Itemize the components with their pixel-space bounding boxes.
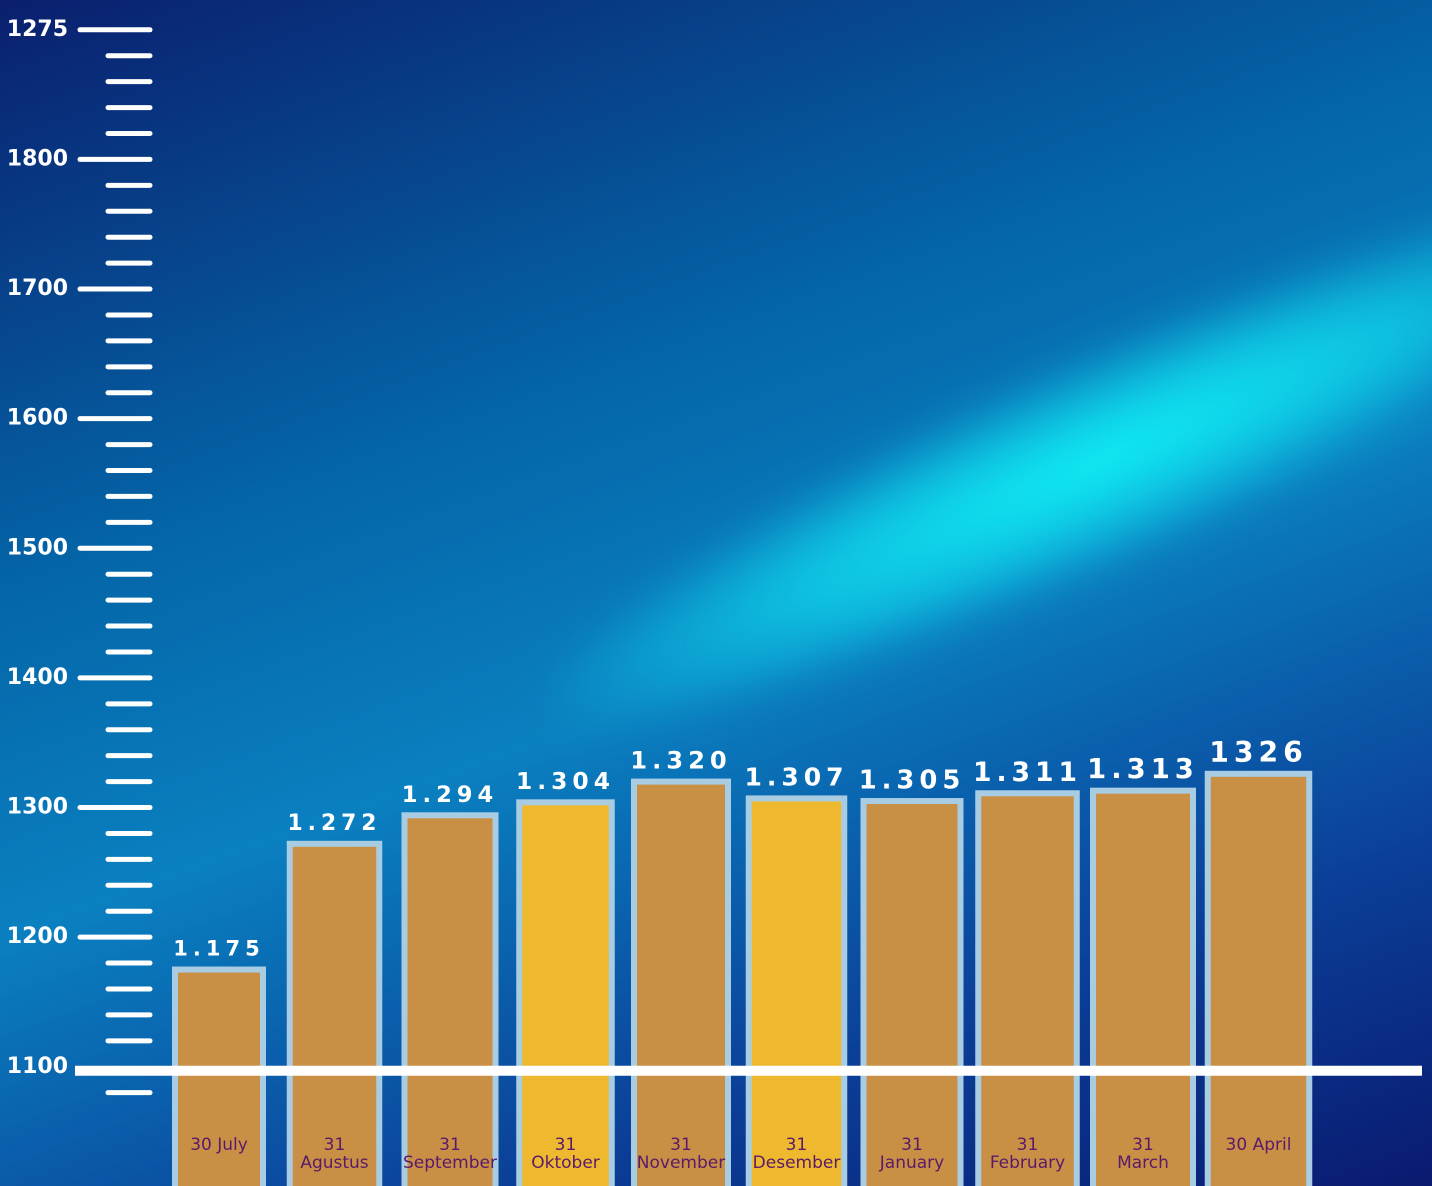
- y-tick-label: 1100: [7, 1054, 68, 1079]
- y-tick-label: 1400: [7, 665, 68, 690]
- y-tick-label: 1700: [7, 276, 68, 301]
- y-tick-label: 1500: [7, 535, 68, 560]
- x-tick-label: 31 Oktober: [531, 1135, 600, 1173]
- x-tick-label: 31 January: [879, 1135, 945, 1173]
- bar: [631, 778, 731, 1186]
- bar: [1204, 770, 1313, 1186]
- x-tick-label: 31 February: [989, 1135, 1066, 1173]
- bar: [516, 799, 615, 1186]
- y-tick-label: 1275: [7, 17, 68, 42]
- value-label: 1.311: [973, 757, 1082, 788]
- bar: [172, 966, 266, 1186]
- value-label: 1326: [1209, 736, 1307, 769]
- bar: [1090, 787, 1196, 1186]
- value-label: 1.313: [1087, 754, 1199, 785]
- x-tick-label: 31 November: [636, 1135, 726, 1173]
- x-tick-label: 31 September: [403, 1135, 497, 1173]
- bar: [860, 798, 964, 1186]
- y-tick-label: 1200: [7, 924, 68, 949]
- bar: [975, 790, 1080, 1186]
- value-label: 1.294: [402, 782, 498, 808]
- value-label: 1.320: [630, 747, 732, 775]
- value-label: 1.175: [173, 937, 264, 961]
- bar: [745, 795, 848, 1186]
- y-tick-label: 1600: [7, 406, 68, 431]
- value-label: 1.307: [744, 762, 848, 791]
- value-label: 1.304: [516, 767, 615, 795]
- value-label: 1.272: [288, 811, 382, 836]
- y-tick-label: 1300: [7, 795, 68, 820]
- x-tick-label: 31 Agustus: [300, 1135, 369, 1173]
- x-tick-label: 30 July: [190, 1135, 248, 1155]
- x-tick-label: 30 April: [1225, 1135, 1292, 1155]
- x-tick-label: 31 Desember: [752, 1135, 841, 1173]
- y-tick-label: 1800: [7, 146, 68, 171]
- x-tick-label: 31 March: [1117, 1135, 1169, 1173]
- bar: [401, 812, 499, 1186]
- value-label: 1.305: [859, 766, 966, 796]
- bar: [286, 840, 383, 1186]
